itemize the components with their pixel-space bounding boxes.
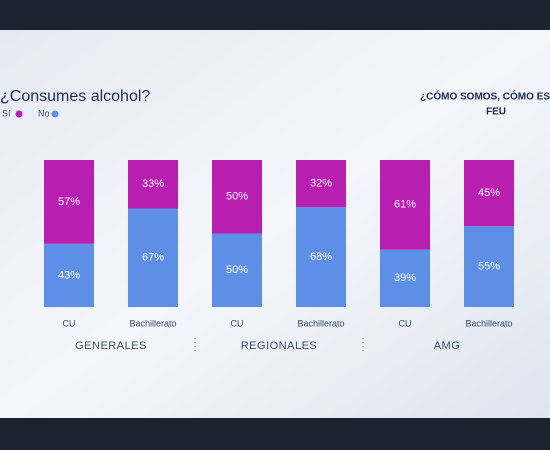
x-tick-label: CU xyxy=(231,318,244,328)
bar-segment xyxy=(44,243,94,307)
bar-segment xyxy=(128,208,178,307)
value-label: 50% xyxy=(226,191,248,203)
bar-segment xyxy=(296,160,346,208)
chart-title: ¿Consumes alcohol? xyxy=(0,88,150,105)
group-label: REGIONALES xyxy=(241,340,318,352)
bar-segment xyxy=(212,160,262,234)
value-label: 57% xyxy=(58,196,80,208)
value-label: 39% xyxy=(394,272,416,284)
value-label: 45% xyxy=(478,187,500,199)
x-tick-label: Bachillerato xyxy=(129,318,176,328)
group-label: AMG xyxy=(434,340,461,352)
bar-segment xyxy=(380,249,430,307)
value-label: 67% xyxy=(142,252,164,264)
value-label: 61% xyxy=(394,199,416,211)
bar-segment xyxy=(380,160,430,250)
value-label: 33% xyxy=(142,178,164,190)
bar-segment xyxy=(212,233,262,307)
bar-segment xyxy=(464,226,514,307)
logo-org: FEU xyxy=(486,107,506,118)
logo-text: ¿CÓMO SOMOS, CÓMO ESTAMOS? xyxy=(420,90,550,103)
x-tick-label: CU xyxy=(399,318,412,328)
bar-segment xyxy=(464,160,514,227)
bar-segment xyxy=(128,160,178,209)
legend-dot xyxy=(51,110,59,118)
x-tick-label: Bachillerato xyxy=(465,318,512,328)
legend-label: Sí xyxy=(2,108,11,118)
value-label: 68% xyxy=(310,251,332,263)
bar-segment xyxy=(44,160,94,244)
value-label: 32% xyxy=(310,177,332,189)
bar-segment xyxy=(296,207,346,307)
legend-dot xyxy=(15,110,23,118)
x-tick-label: CU xyxy=(63,318,76,328)
legend-label: No xyxy=(38,108,50,118)
value-label: 55% xyxy=(478,260,500,272)
x-tick-label: Bachillerato xyxy=(297,318,344,328)
value-label: 43% xyxy=(58,269,80,281)
group-label: GENERALES xyxy=(75,340,147,352)
value-label: 50% xyxy=(226,264,248,276)
